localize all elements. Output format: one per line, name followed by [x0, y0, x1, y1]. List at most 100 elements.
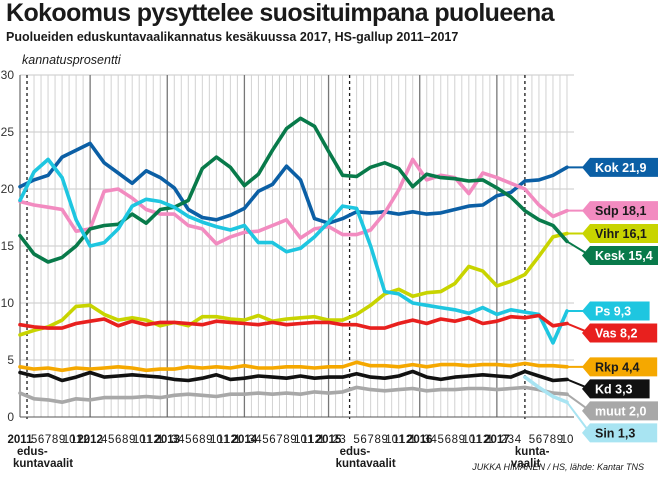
x-tick-label: 8 [550, 434, 556, 446]
x-tick-label: 1 [318, 434, 324, 446]
x-tick-label: 6 [269, 434, 275, 446]
x-tick-label: 6 [360, 434, 366, 446]
x-tick-label: 6 [115, 434, 121, 446]
x-tick-label: 10 [63, 434, 76, 446]
chart-subtitle: Puolueiden eduskuntavaalikannatus kesäku… [6, 30, 459, 44]
y-tick-label: 0 [7, 410, 14, 424]
y-tick-label: 15 [1, 239, 15, 253]
x-tick-label: 1 [234, 434, 240, 446]
y-tick-label: 25 [1, 125, 15, 139]
x-tick-label: 10 [561, 434, 574, 446]
x-tick-label: 7 [367, 434, 373, 446]
x-tick-label: 11 [217, 434, 229, 446]
end-label-vihr: Vihr 16,1 [582, 223, 658, 243]
election-marker-label: edus-kuntavaalit [336, 446, 396, 470]
end-label-box [582, 401, 658, 421]
x-tick-label: 4 [515, 434, 522, 446]
series-line-kd [18, 369, 569, 383]
x-tick-label: 8 [283, 434, 289, 446]
x-tick-label: 11 [140, 434, 152, 446]
x-tick-label: 10 [385, 434, 398, 446]
series-line-sin [523, 375, 569, 405]
x-tick-label: 6 [38, 434, 44, 446]
x-tick-label: 8 [122, 434, 128, 446]
y-tick-label: 5 [7, 353, 14, 367]
x-year-label: 2015 [316, 434, 342, 446]
series-line-vas [18, 313, 569, 330]
x-tick-label: 7 [276, 434, 282, 446]
x-tick-label: 1 [157, 434, 163, 446]
x-tick-label: 12 [147, 434, 160, 446]
series-lines [18, 116, 569, 405]
end-label-box [582, 201, 658, 221]
x-tick-label: 8 [52, 434, 58, 446]
x-tick-label: 11 [470, 434, 482, 446]
x-tick-label: 5 [529, 434, 535, 446]
x-tick-label: 7 [543, 434, 549, 446]
end-label-sin: Sin 1,3 [582, 423, 658, 443]
x-tick-label: 7 [45, 434, 51, 446]
x-tick-label: 11 [302, 434, 314, 446]
y-axis-title: kannatusprosentti [22, 53, 122, 67]
x-tick-label: 9 [381, 434, 387, 446]
x-tick-label: 5 [108, 434, 114, 446]
end-label-box [582, 157, 658, 177]
x-tick-label: 10 [462, 434, 475, 446]
end-label-text: muut 2,0 [595, 404, 646, 418]
x-tick-label: 9 [557, 434, 563, 446]
end-label-ps: Ps 9,3 [582, 301, 650, 321]
end-label-text: Kesk 15,4 [595, 249, 653, 263]
end-label-rkp: Rkp 4,4 [582, 357, 658, 377]
series-line-kok [18, 141, 569, 225]
x-tick-label: 6 [536, 434, 542, 446]
x-year-label: 2012 [77, 434, 103, 446]
series-line-rkp [18, 360, 569, 373]
x-tick-label: 4 [255, 434, 262, 446]
x-tick-label: 2 [501, 434, 507, 446]
x-tick-label: 3 [171, 434, 177, 446]
end-label-sdp: Sdp 18,1 [582, 201, 658, 221]
series-end-labels: Kok 21,9 Sdp 18,1 Vihr 16,1 Kesk 15,4 Ps 9,3… [566, 157, 658, 443]
x-year-label: 2017 [484, 434, 510, 446]
x-tick-label: 3 [248, 434, 254, 446]
x-year-label: 2014 [232, 434, 258, 446]
series-line-muut [18, 385, 569, 405]
y-tick-label: 30 [1, 68, 15, 82]
end-label-text: Kok 21,9 [595, 161, 646, 175]
series-line-sdp [18, 157, 569, 246]
x-tick-label: 11 [70, 434, 82, 446]
x-tick-label: 8 [199, 434, 205, 446]
end-label-kok: Kok 21,9 [582, 157, 658, 177]
x-tick-label: 5 [262, 434, 268, 446]
end-label-box [582, 357, 658, 377]
x-tick-label: 11 [393, 434, 405, 446]
end-label-vas: Vas 8,2 [582, 323, 658, 343]
chart-title: Kokoomus pysyttelee suosituimpana puolue… [6, 0, 555, 27]
x-tick-label: 5 [353, 434, 359, 446]
x-tick-label: 9 [206, 434, 212, 446]
end-label-text: Ps 9,3 [595, 304, 631, 318]
end-label-text: Sdp 18,1 [595, 204, 646, 218]
x-tick-label: 9 [129, 434, 135, 446]
x-tick-label: 12 [476, 434, 489, 446]
x-tick-label: 12 [224, 434, 237, 446]
x-tick-label: 12 [77, 434, 90, 446]
end-label-kd: Kd 3,3 [582, 379, 650, 399]
x-tick-label: 8 [374, 434, 380, 446]
x-tick-label: 1 [410, 434, 416, 446]
end-label-text: Sin 1,3 [595, 426, 635, 440]
election-marker-label: edus-kuntavaalit [13, 446, 73, 470]
x-tick-label: 6 [445, 434, 451, 446]
end-label-connector [566, 401, 591, 434]
x-tick-label: 12 [399, 434, 412, 446]
end-label-box [582, 423, 658, 443]
x-tick-label: 4 [178, 434, 185, 446]
y-tick-label: 10 [1, 296, 15, 310]
series-line-kesk [18, 116, 569, 264]
x-tick-label: 10 [294, 434, 307, 446]
end-label-box [582, 245, 658, 265]
x-tick-label: 5 [438, 434, 444, 446]
end-label-box [582, 379, 650, 399]
